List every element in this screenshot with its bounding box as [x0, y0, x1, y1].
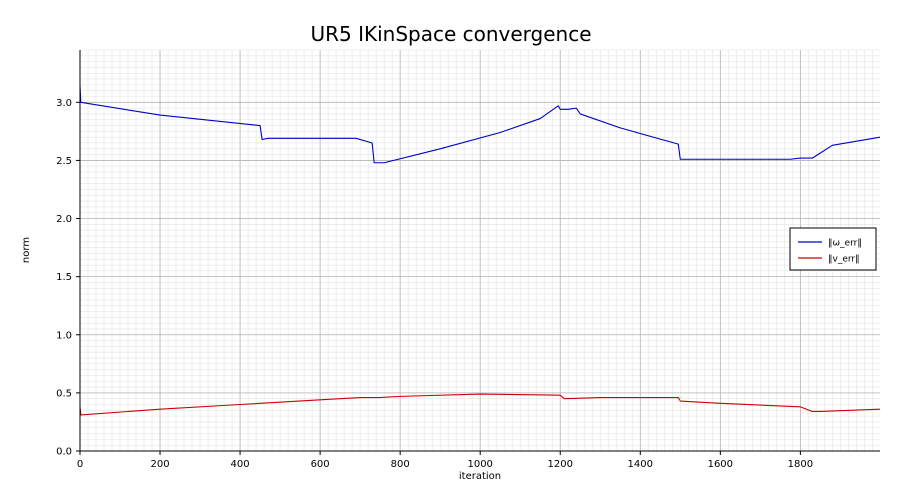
legend-label: ‖ω_err‖	[828, 239, 862, 249]
x-tick-label: 600	[311, 459, 330, 470]
series-line-1	[79, 86, 881, 164]
x-tick-label: 200	[150, 459, 169, 470]
x-tick-label: 1200	[548, 459, 573, 470]
x-tick-label: 1600	[708, 459, 733, 470]
x-tick-label: 0	[77, 459, 83, 470]
x-tick-label: 1400	[628, 459, 653, 470]
legend: ‖ω_err‖ ‖v_err‖	[789, 227, 877, 271]
y-tick-label: 2.5	[56, 156, 72, 167]
tick-labels: 0 200 400 600 800 1000 1200 1400 1600 1800 0.0 0.5 1…	[56, 98, 813, 470]
x-tick-label: 400	[231, 459, 250, 470]
y-tick-label: 0.0	[56, 447, 72, 458]
chart-title: UR5 IKinSpace convergence	[310, 22, 591, 46]
series-line-2	[79, 393, 881, 416]
x-axis-label: iteration	[459, 471, 501, 482]
y-tick-label: 1.5	[56, 272, 72, 283]
y-tick-label: 0.5	[56, 388, 72, 399]
y-tick-label: 2.0	[56, 214, 72, 225]
legend-box	[789, 227, 877, 271]
x-tick-label: 1000	[467, 459, 492, 470]
series-layer	[79, 86, 881, 416]
y-axis-label: norm	[21, 237, 32, 263]
x-tick-label: 1800	[788, 459, 813, 470]
y-tick-label: 1.0	[56, 330, 72, 341]
axes	[76, 50, 880, 455]
y-tick-label: 3.0	[56, 98, 72, 109]
legend-label: ‖v_err‖	[828, 255, 860, 265]
x-tick-label: 800	[391, 459, 410, 470]
